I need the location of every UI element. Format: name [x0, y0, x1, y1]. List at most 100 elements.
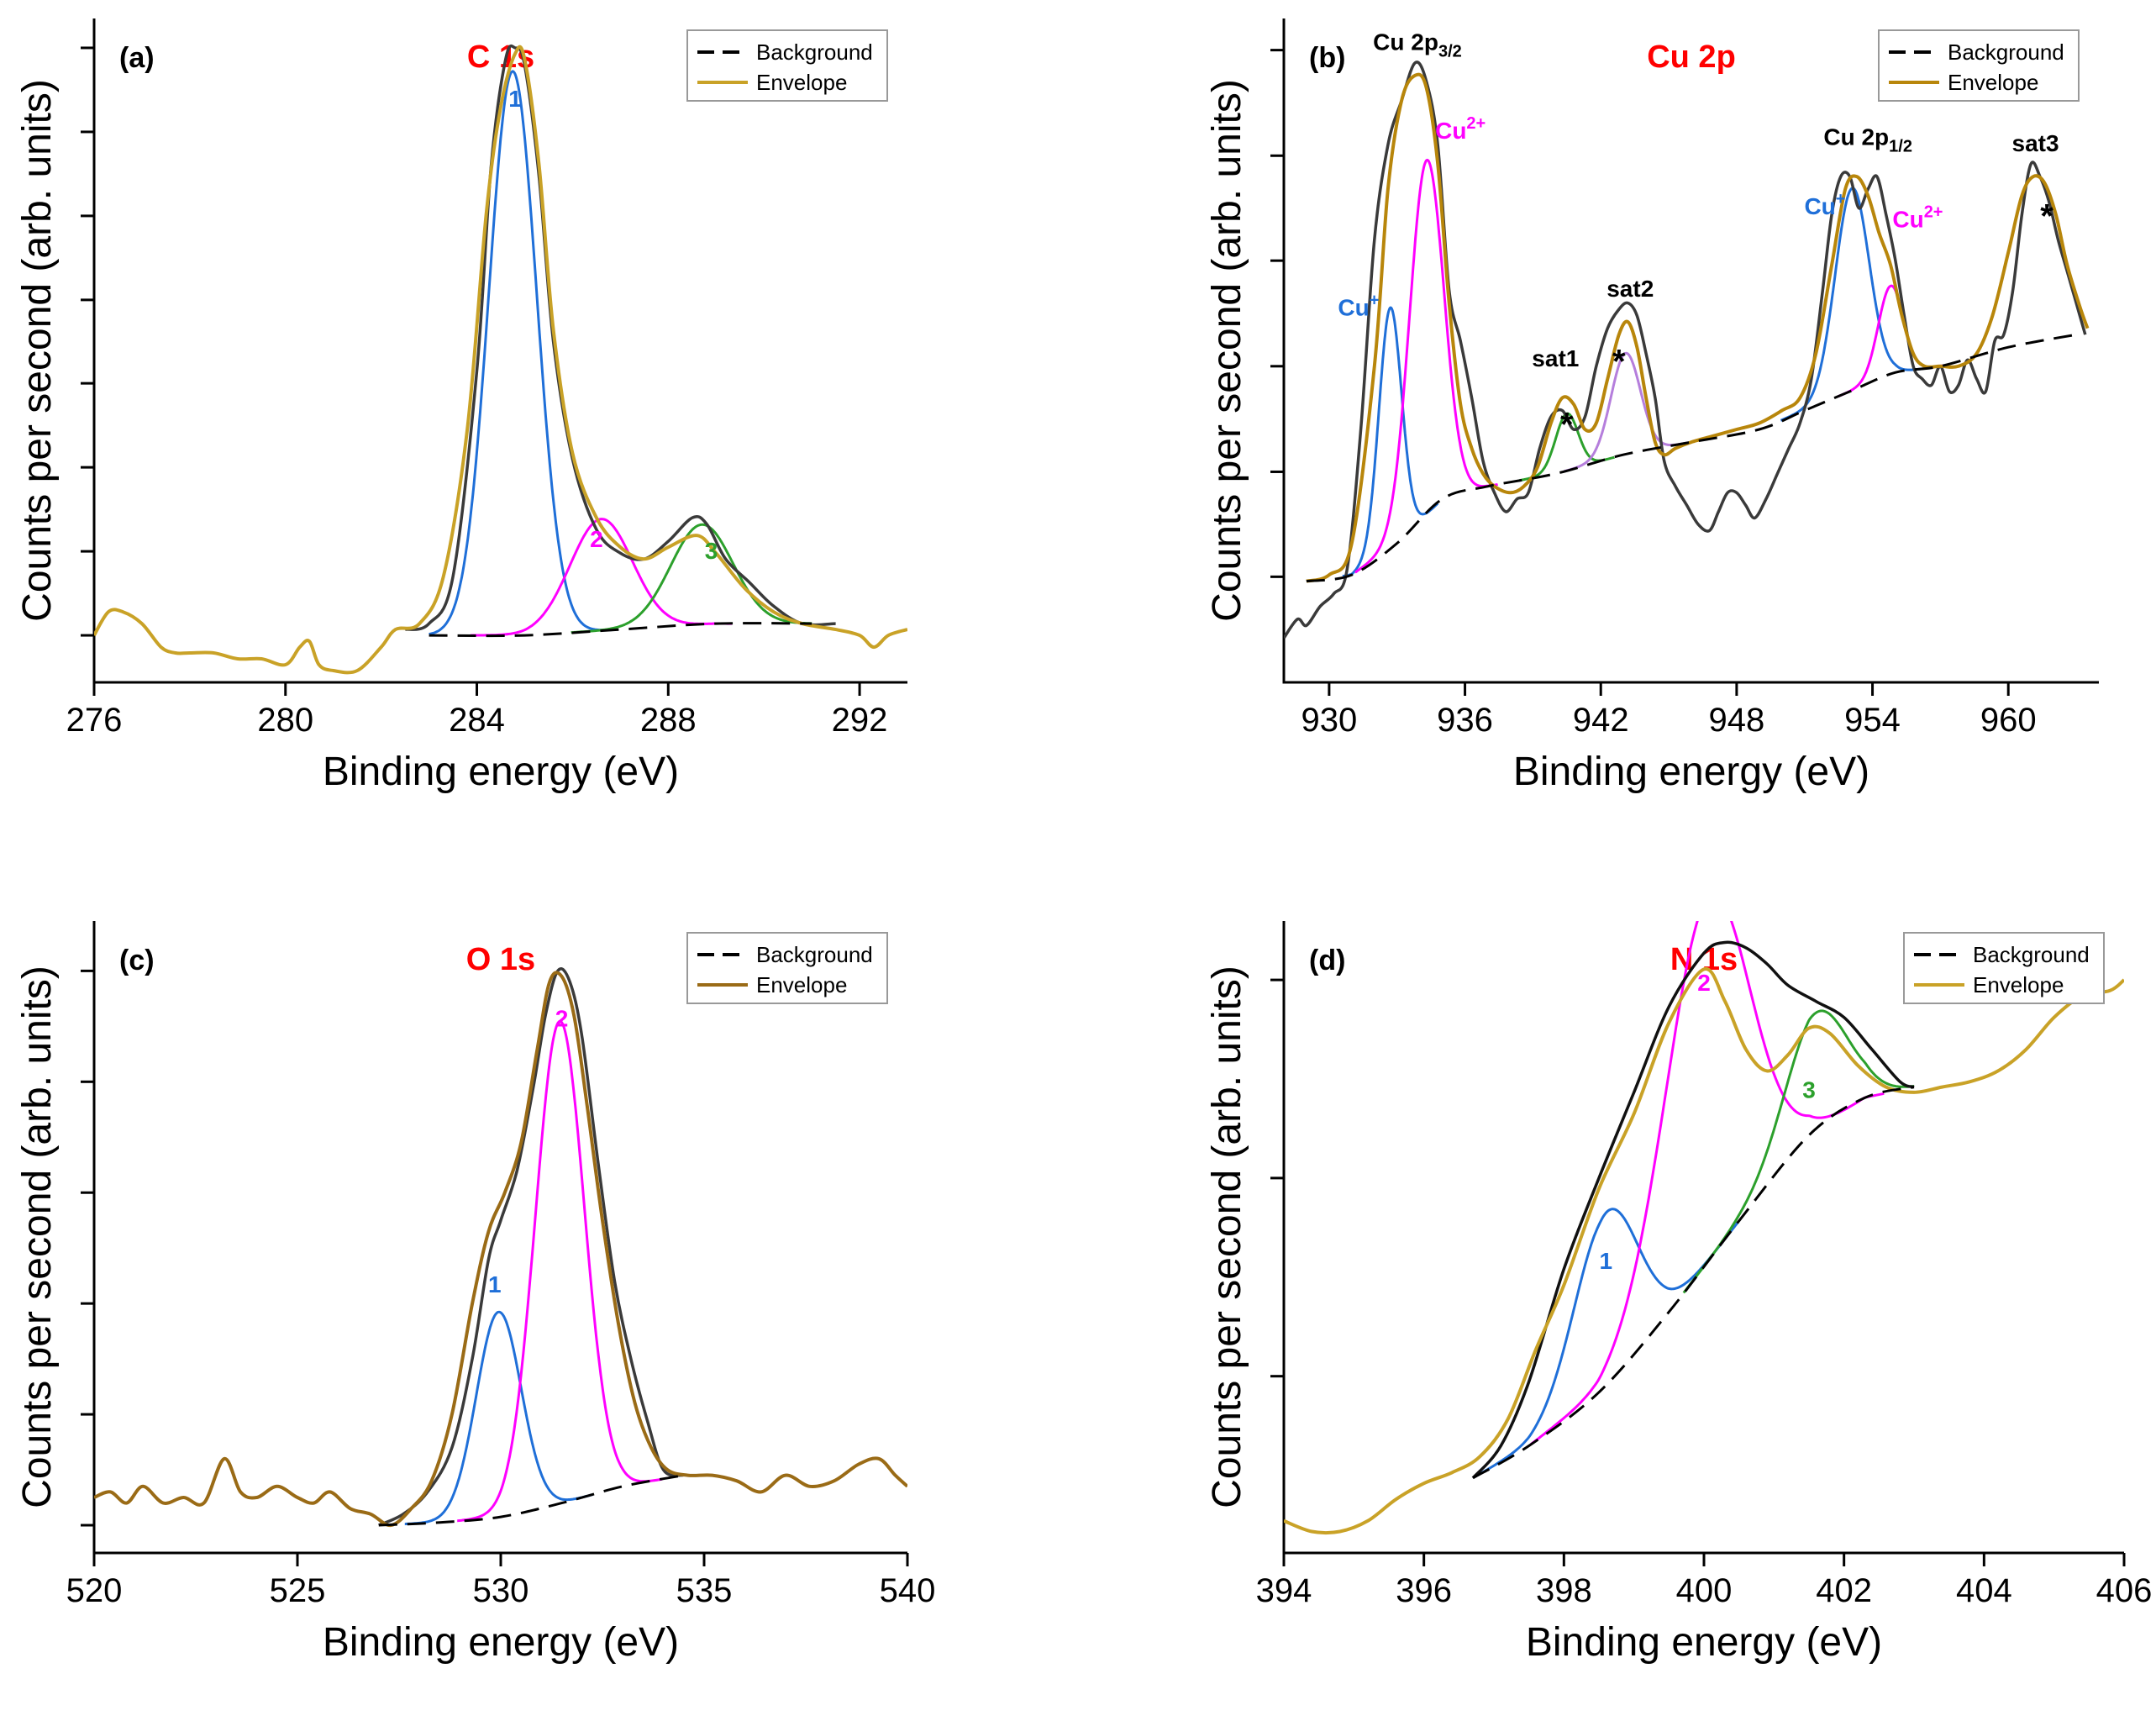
series-background	[429, 622, 812, 638]
legend-entry-background: Background	[1973, 942, 2090, 967]
series-background	[378, 1474, 685, 1527]
annotation-sat3: sat3	[2012, 130, 2059, 156]
chart-title: N 1s	[1670, 942, 1738, 977]
series-2	[1530, 921, 1885, 1445]
series-envelope	[94, 971, 907, 1528]
x-tick-label: 276	[66, 702, 123, 739]
chart-svg: 276 280 284 288 292 Binding energy (eV) Counts…	[15, 18, 907, 794]
series-3	[1682, 1009, 1915, 1294]
series-3	[571, 523, 812, 634]
x-tick-label: 535	[676, 1572, 733, 1609]
annotation-cu: Cu+	[1338, 292, 1379, 321]
legend-entry-background: Background	[756, 39, 873, 65]
legend: Background Envelope	[1878, 29, 2080, 102]
series-envelope	[1284, 967, 2124, 1535]
series-2	[470, 518, 732, 637]
annotation-: *	[1560, 407, 1574, 444]
x-axis-label: Binding energy (eV)	[323, 750, 679, 794]
chart-title: Cu 2p	[1647, 39, 1736, 75]
series-2	[457, 1019, 663, 1523]
x-tick-label: 960	[1980, 702, 2037, 739]
chart-svg: 520 525 530 535 540 Binding energy (eV) Counts…	[15, 921, 936, 1665]
series-raw	[1471, 940, 1915, 1479]
series-1	[404, 1310, 593, 1526]
series-sat2	[1563, 351, 1688, 473]
annotation-sat1: sat1	[1532, 345, 1579, 371]
series-background	[1472, 1086, 1915, 1480]
y-axis-label: Counts per second (arb. units)	[1205, 966, 1249, 1508]
chart-panel-d: 394 396 398 400 402 404 406 Binding energy (eV)…	[1078, 874, 2156, 1717]
legend-entry-background: Background	[756, 942, 873, 967]
chart-svg: 930 936 942 948 954 960 Binding energy (eV) Cou…	[1205, 18, 2099, 794]
x-axis-label: Binding energy (eV)	[323, 1620, 679, 1665]
x-tick-label: 280	[257, 702, 313, 739]
annotation-cu-2p3-2: Cu 2p3/2	[1373, 29, 1462, 61]
x-tick-label: 525	[270, 1572, 326, 1609]
legend-entry-envelope: Envelope	[756, 972, 847, 997]
series-raw	[1284, 61, 2087, 639]
legend: Background Envelope	[1903, 932, 2105, 1004]
axes-frame	[1282, 18, 2099, 684]
panel-label: (c)	[119, 945, 155, 976]
axes-frame	[1282, 921, 2124, 1555]
series-envelope	[1306, 72, 2090, 583]
series-raw	[378, 967, 685, 1527]
annotation-cu2: Cu2+	[1892, 203, 1943, 232]
x-tick-label: 284	[449, 702, 505, 739]
series-envelope	[94, 45, 907, 675]
x-axis-label: Binding energy (eV)	[1513, 750, 1869, 794]
x-tick-label: 530	[473, 1572, 529, 1609]
x-tick-label: 540	[880, 1572, 936, 1609]
annotation-: *	[2040, 197, 2053, 234]
annotation-2: 2	[555, 1005, 569, 1031]
annotation-cu: Cu+	[1804, 190, 1845, 219]
chart-panel-a: 276 280 284 288 292 Binding energy (eV) Counts…	[0, 0, 1078, 849]
chart-title: O 1s	[466, 942, 535, 977]
x-tick-label: 288	[640, 702, 697, 739]
annotation-3: 3	[1802, 1076, 1816, 1103]
x-tick-label: 520	[66, 1572, 123, 1609]
x-tick-label: 404	[1956, 1572, 2012, 1609]
annotation-2: 2	[590, 526, 603, 552]
x-axis-label: Binding energy (eV)	[1526, 1620, 1882, 1665]
annotation-3: 3	[705, 538, 718, 564]
series-1	[1472, 1208, 1740, 1479]
annotation-: *	[1612, 343, 1626, 380]
legend: Background Envelope	[686, 29, 888, 102]
x-tick-label: 400	[1676, 1572, 1733, 1609]
x-tick-label: 942	[1573, 702, 1629, 739]
legend: Background Envelope	[686, 932, 888, 1004]
annotation-1: 1	[508, 86, 522, 112]
series-raw	[404, 44, 836, 631]
x-tick-label: 398	[1536, 1572, 1592, 1609]
y-axis-label: Counts per second (arb. units)	[15, 79, 60, 622]
chart-panel-b: 930 936 942 948 954 960 Binding energy (eV) Cou…	[1078, 0, 2156, 849]
x-tick-label: 954	[1844, 702, 1901, 739]
x-tick-label: 930	[1301, 702, 1358, 739]
annotation-2: 2	[1697, 970, 1711, 996]
chart-svg: 394 396 398 400 402 404 406 Binding energy (eV)…	[1205, 921, 2153, 1665]
legend-entry-background: Background	[1948, 39, 2064, 65]
x-tick-label: 292	[832, 702, 888, 739]
series-cu2-2p1-2	[1838, 284, 1943, 397]
annotation-sat2: sat2	[1606, 276, 1654, 302]
annotation-1: 1	[1600, 1248, 1613, 1274]
annotation-cu-2p1-2: Cu 2p1/2	[1823, 124, 1912, 155]
annotation-cu2: Cu2+	[1435, 114, 1486, 144]
series-1	[429, 70, 613, 636]
series-cu2-2p3-2	[1354, 158, 1499, 574]
x-tick-label: 402	[1816, 1572, 1872, 1609]
panel-label: (a)	[119, 42, 155, 74]
axes-frame	[92, 921, 907, 1555]
series-background	[1306, 333, 2077, 583]
x-tick-label: 406	[2096, 1572, 2153, 1609]
x-tick-label: 396	[1396, 1572, 1452, 1609]
legend-entry-envelope: Envelope	[756, 70, 847, 95]
legend-entry-envelope: Envelope	[1973, 972, 2064, 997]
y-axis-label: Counts per second (arb. units)	[1205, 79, 1249, 622]
chart-panel-c: 520 525 530 535 540 Binding energy (eV) Counts…	[0, 874, 1078, 1717]
x-tick-label: 394	[1256, 1572, 1312, 1609]
x-tick-label: 948	[1709, 702, 1765, 739]
panel-label: (d)	[1309, 945, 1345, 976]
x-tick-label: 936	[1437, 702, 1493, 739]
